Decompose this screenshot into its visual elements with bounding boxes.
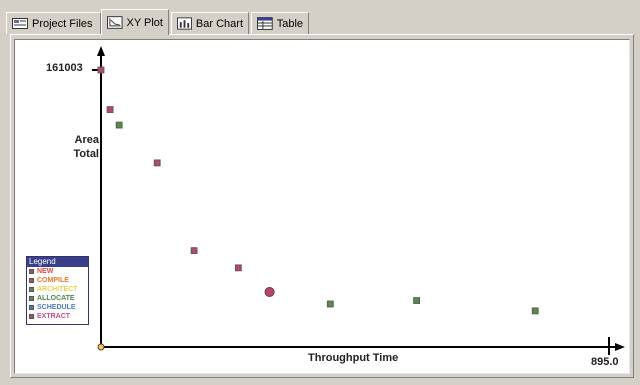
legend-item-label: NEW	[37, 268, 54, 275]
legend-swatch	[29, 278, 34, 283]
scatter-chart	[92, 46, 625, 355]
data-point	[326, 300, 334, 308]
y-axis-tick-label: 161003	[46, 62, 83, 74]
tab-label: XY Plot	[126, 16, 164, 29]
data-point	[106, 106, 114, 113]
legend-swatch	[29, 296, 34, 301]
data-point	[234, 264, 242, 272]
chart-marks	[97, 66, 539, 351]
data-point	[413, 297, 420, 304]
xy-plot-icon	[107, 16, 123, 29]
data-point	[115, 121, 123, 129]
data-point	[264, 286, 275, 297]
legend-item-label: COMPILE	[37, 277, 69, 284]
y-axis-label-line: Area	[74, 134, 99, 146]
tab-xy-plot[interactable]: XY Plot	[101, 9, 169, 35]
y-axis-label: Area Total	[59, 133, 99, 161]
legend-item-label: ARCHITECT	[37, 286, 78, 293]
legend-swatch	[29, 287, 34, 292]
y-axis-arrow	[97, 46, 105, 56]
legend-title: Legend	[27, 257, 88, 267]
legend-item-label: SCHEDULE	[37, 304, 76, 311]
xy-plot-area: 161003 Area Total Throughput Time 895.0 …	[14, 39, 630, 374]
data-point	[97, 66, 105, 74]
project-files-icon	[12, 18, 28, 29]
legend-item: SCHEDULE	[27, 303, 88, 312]
data-point	[531, 307, 539, 315]
legend-swatch	[29, 305, 34, 310]
tab-label: Bar Chart	[195, 17, 243, 30]
table-icon	[257, 17, 273, 30]
bar-chart-icon	[177, 17, 192, 30]
legend-item: COMPILE	[27, 276, 88, 285]
legend: Legend NEW COMPILE ARCHITECT ALLOCATE SCHEDU…	[26, 256, 89, 325]
legend-item-label: ALLOCATE	[37, 295, 75, 302]
x-axis-tick-label: 895.0	[591, 356, 619, 368]
tab-label: Project Files	[32, 17, 93, 30]
tab-bar: Project Files XY Plot Bar Chart Table	[4, 8, 634, 35]
data-point	[97, 343, 105, 351]
data-point	[153, 159, 161, 167]
legend-swatch	[29, 269, 34, 274]
legend-item-label: EXTRACT	[37, 313, 71, 320]
legend-item: NEW	[27, 267, 88, 276]
x-axis-label: Throughput Time	[308, 352, 399, 364]
tab-label: Table	[276, 17, 303, 30]
tab-table[interactable]: Table	[251, 12, 309, 34]
y-axis-label-line: Total	[73, 148, 99, 160]
legend-item: ALLOCATE	[27, 294, 88, 303]
chart-axes	[92, 46, 625, 355]
legend-swatch	[29, 314, 34, 319]
x-axis-arrow	[615, 343, 625, 351]
tab-project-files[interactable]: Project Files	[6, 12, 101, 34]
legend-item: ARCHITECT	[27, 285, 88, 294]
legend-item: EXTRACT	[27, 312, 88, 321]
tab-bar-chart[interactable]: Bar Chart	[171, 12, 249, 34]
data-point	[190, 247, 198, 255]
